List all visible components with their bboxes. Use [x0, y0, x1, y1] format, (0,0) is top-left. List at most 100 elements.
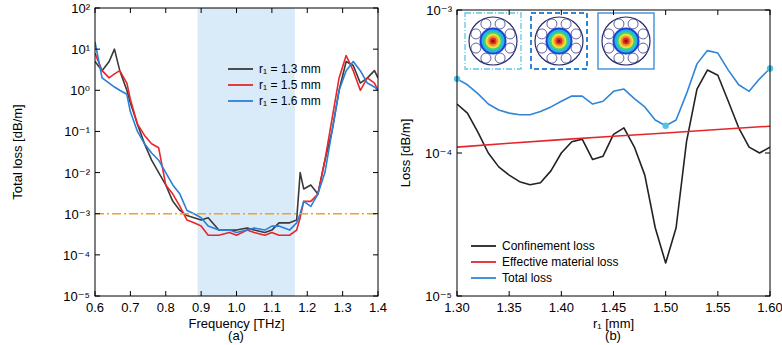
x-tick	[130, 291, 131, 296]
inset-mode	[486, 34, 501, 49]
y-tick	[95, 49, 100, 50]
inset-mode	[557, 39, 560, 42]
legend-swatch	[228, 68, 253, 70]
shaded-region	[198, 8, 295, 296]
y-tick-label: 10¹	[71, 42, 90, 57]
inset-mode	[621, 36, 632, 47]
x-tick-label: 1.35	[497, 300, 522, 315]
y-tick	[95, 90, 100, 91]
y-tick-label: 10⁰	[70, 83, 90, 98]
inset-tube	[481, 53, 491, 63]
inset-mode	[490, 38, 497, 45]
y-tick	[95, 254, 100, 255]
inset-tube	[537, 29, 547, 39]
inset-mode	[484, 32, 503, 51]
y-tick	[457, 10, 462, 11]
y-tick	[373, 49, 378, 50]
mode-inset	[531, 13, 587, 69]
x-tick	[271, 291, 272, 296]
inset-tube	[604, 43, 614, 53]
inset-mode	[488, 36, 499, 47]
y-tick	[765, 296, 770, 297]
plot-frame	[95, 8, 378, 296]
x-tick	[613, 10, 614, 15]
x-tick	[271, 8, 272, 13]
legend-label: r₁ = 1.3 mm	[259, 62, 321, 76]
x-tick	[457, 291, 458, 296]
inset-mode	[482, 30, 505, 53]
series-line	[457, 70, 770, 263]
series-line	[95, 49, 378, 232]
y-tick	[765, 10, 770, 11]
chart-panel: 1.301.351.401.451.501.551.6010⁻⁵10⁻⁴10⁻³…	[398, 3, 782, 343]
x-tick	[342, 291, 343, 296]
inset-tube	[561, 53, 571, 63]
y-tick-label: 10⁻⁵	[425, 289, 452, 304]
inset-frame	[531, 13, 587, 69]
x-tick	[665, 10, 666, 15]
inset-tube	[495, 53, 505, 63]
x-tick	[378, 8, 379, 13]
inset-tube	[537, 43, 547, 53]
inset-tube	[481, 19, 491, 29]
x-tick-label: 1.2	[298, 300, 316, 315]
y-tick-label: 10⁻¹	[64, 124, 90, 139]
mode-inset	[598, 13, 654, 69]
plot-frame	[457, 10, 770, 296]
legend-label: r₁ = 1.5 mm	[259, 78, 321, 92]
legend-swatch	[471, 277, 496, 279]
inset-cladding	[602, 17, 650, 65]
legend-label: Confinement loss	[502, 239, 595, 253]
inset-mode	[548, 30, 571, 53]
x-tick	[509, 291, 510, 296]
x-tick	[307, 291, 308, 296]
legend-label: Effective material loss	[502, 255, 619, 269]
x-tick	[717, 10, 718, 15]
x-tick	[236, 291, 237, 296]
x-tick	[561, 291, 562, 296]
y-tick	[457, 153, 462, 154]
y-axis-label: Total loss [dB/m]	[10, 104, 25, 199]
y-tick	[95, 172, 100, 173]
y-tick-label: 10⁻³	[426, 3, 452, 18]
y-tick	[373, 131, 378, 132]
series-line	[95, 53, 378, 235]
y-tick-label: 10⁻⁵	[63, 289, 90, 304]
inset-mode	[550, 32, 569, 51]
y-tick-label: 10⁻²	[64, 166, 90, 181]
x-tick	[342, 8, 343, 13]
y-tick-label: 10²	[71, 1, 90, 16]
x-tick	[457, 10, 458, 15]
legend-swatch	[228, 84, 253, 86]
x-tick	[378, 291, 379, 296]
inset-mode	[556, 38, 563, 45]
inset-tube	[614, 53, 624, 63]
inset-mode	[480, 28, 507, 55]
inset-mode	[617, 32, 636, 51]
inset-frame	[465, 13, 521, 69]
mode-inset	[465, 13, 521, 69]
chart-panel: 0.60.70.80.91.01.11.21.31.410⁻⁵10⁻⁴10⁻³1…	[10, 1, 387, 343]
x-tick	[201, 291, 202, 296]
y-tick	[457, 296, 462, 297]
inset-mode	[623, 38, 630, 45]
inset-cladding	[535, 17, 583, 65]
x-tick-label: 1.1	[263, 300, 281, 315]
inset-tube	[638, 29, 648, 39]
y-tick	[373, 254, 378, 255]
inset-tube	[638, 43, 648, 53]
plot-area	[95, 8, 378, 296]
y-tick	[95, 213, 100, 214]
x-tick	[561, 10, 562, 15]
x-tick	[509, 10, 510, 15]
inset-tube	[614, 19, 624, 29]
inset-tube	[471, 43, 481, 53]
legend-swatch	[471, 261, 496, 263]
panel-caption: (a)	[228, 328, 244, 343]
inset-tube	[628, 19, 638, 29]
x-tick	[613, 291, 614, 296]
x-tick-label: 1.50	[653, 300, 678, 315]
y-tick	[765, 153, 770, 154]
series-line	[95, 42, 378, 233]
inset-mode	[615, 30, 638, 53]
